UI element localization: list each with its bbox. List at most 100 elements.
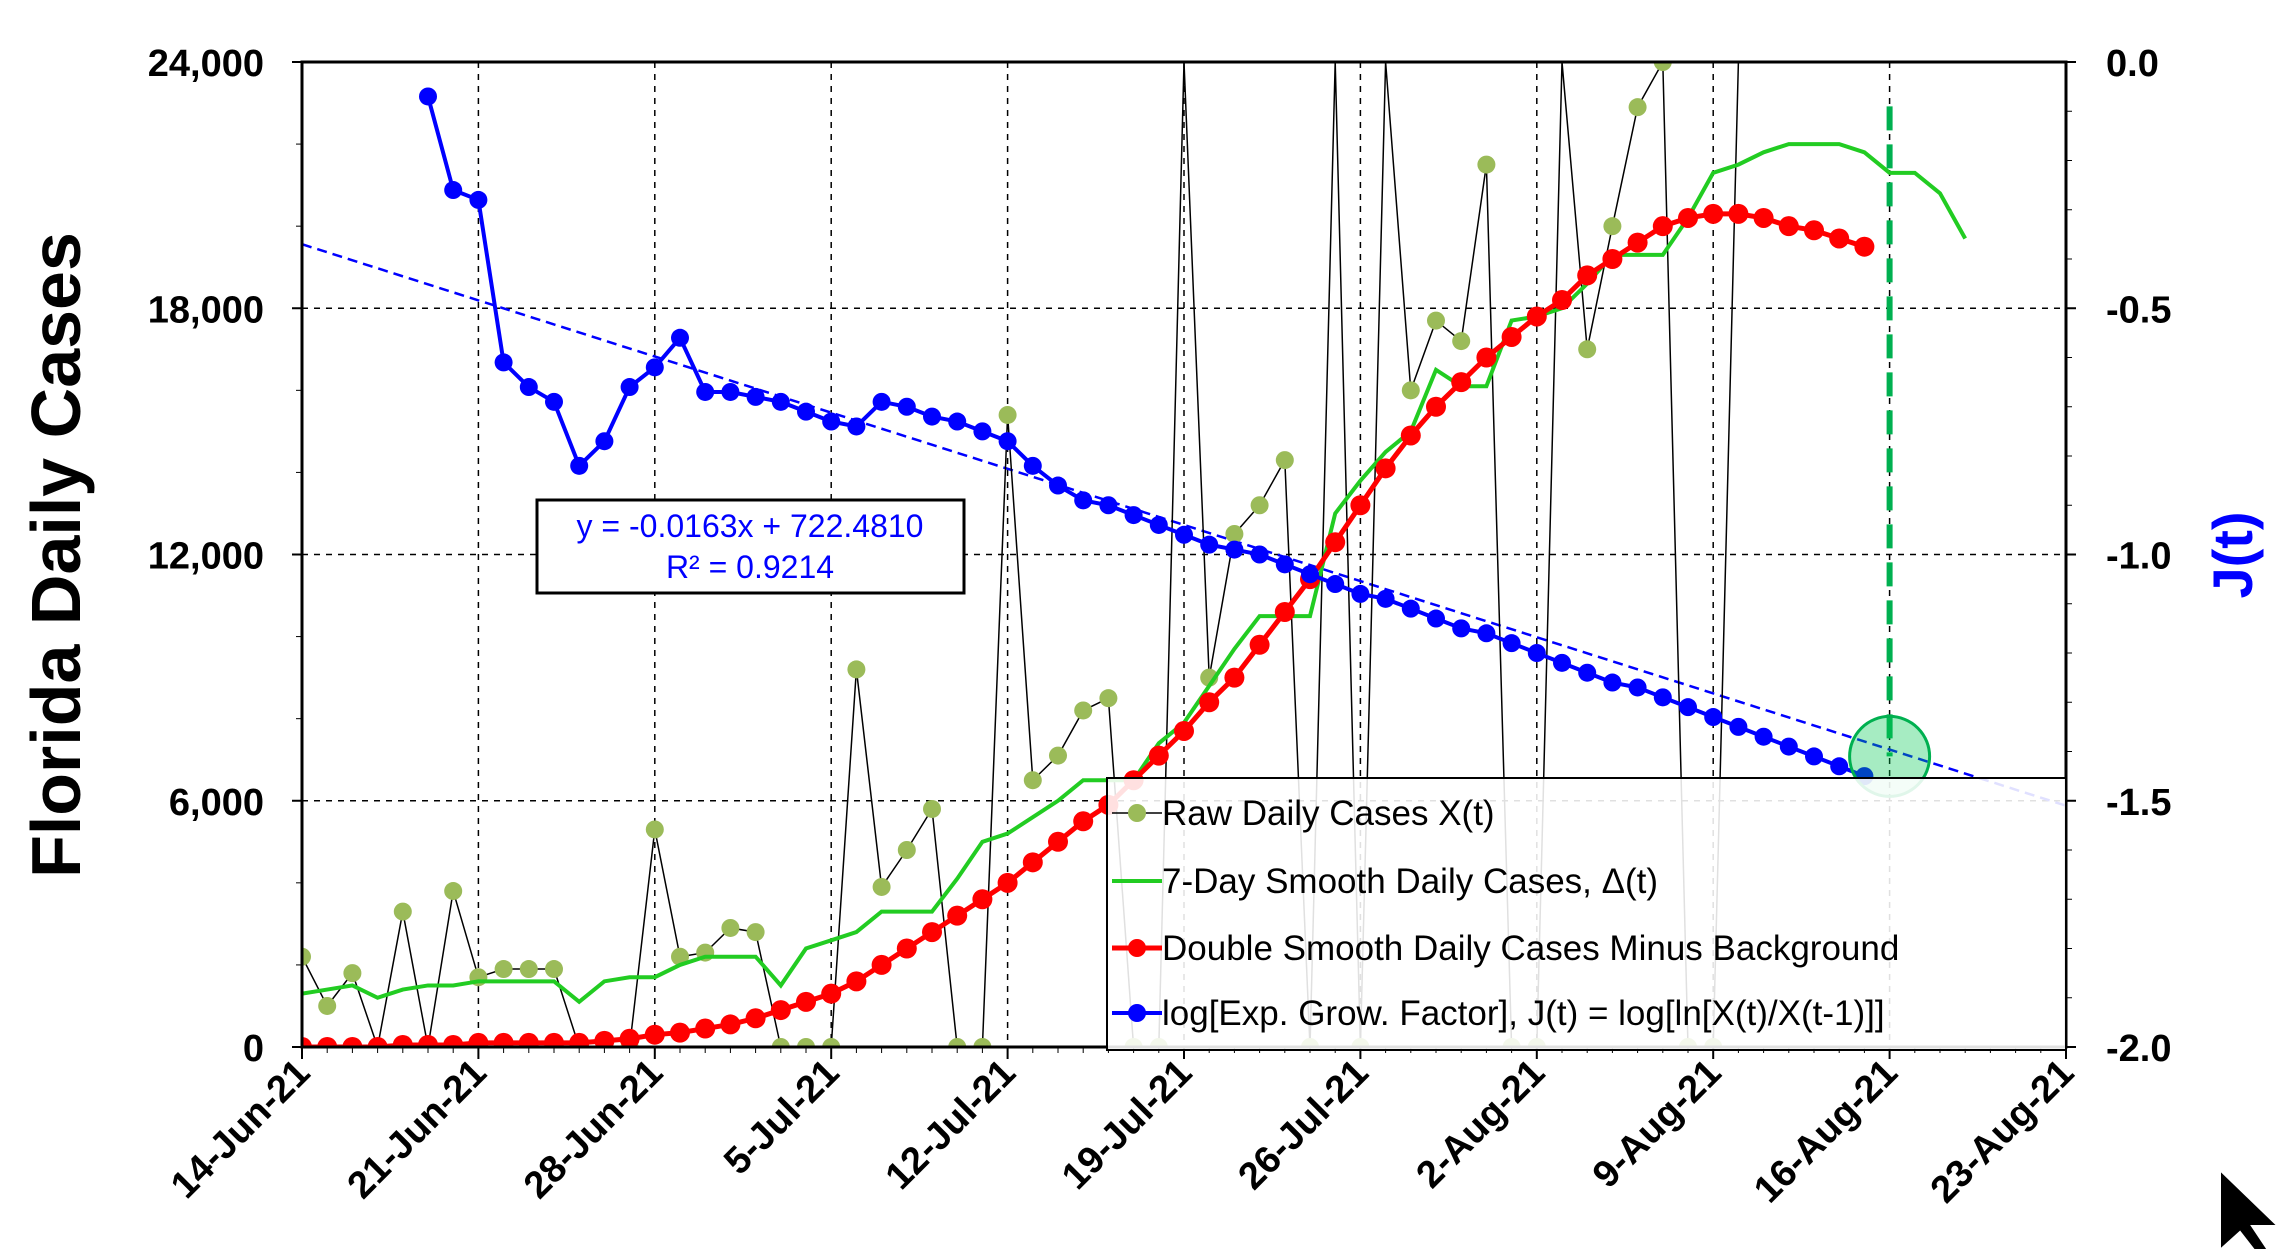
double-smooth-point: [1552, 290, 1572, 311]
j-point: [1351, 584, 1370, 603]
legend-label: 7-Day Smooth Daily Cases, Δ(t): [1162, 862, 1658, 901]
raw-cases-point: [1074, 701, 1093, 720]
raw-cases-point: [1049, 746, 1067, 765]
double-smooth-point: [1249, 634, 1270, 655]
raw-cases-point: [343, 964, 362, 983]
double-smooth-point: [1476, 347, 1497, 368]
legend-box: [1106, 777, 2067, 1051]
raw-cases-point: [1578, 340, 1597, 359]
j-point: [1124, 506, 1143, 525]
y2-axis-label: J(t): [2201, 511, 2264, 598]
raw-cases-point: [645, 820, 664, 839]
double-smooth-point: [468, 1032, 489, 1047]
j-point: [1175, 525, 1193, 544]
j-point: [822, 412, 841, 431]
raw-cases-point: [1628, 98, 1647, 117]
double-smooth-point: [846, 971, 867, 992]
raw-cases-point: [797, 1038, 815, 1047]
double-smooth-point: [1451, 372, 1472, 393]
y2-tick-label: -2.0: [2106, 1028, 2171, 1070]
legend-swatch-marker: [1128, 804, 1146, 822]
j-point: [746, 387, 765, 406]
double-smooth-point: [997, 872, 1018, 893]
double-smooth-point: [1350, 495, 1371, 516]
double-smooth-point: [947, 905, 968, 926]
double-smooth-point: [745, 1008, 766, 1029]
y-axis-label: Florida Daily Cases: [17, 232, 95, 878]
legend-swatch-marker: [1128, 939, 1146, 957]
j-point: [1653, 688, 1672, 707]
mouse-cursor-icon: [2219, 1167, 2281, 1250]
y2-tick-label: -1.5: [2106, 782, 2171, 824]
legend-label: Raw Daily Cases X(t): [1162, 794, 1495, 833]
y-tick-label: 18,000: [148, 289, 264, 331]
j-point: [444, 181, 463, 200]
raw-cases-point: [1452, 332, 1471, 351]
double-smooth-point: [544, 1032, 564, 1047]
y2-tick-label: -1.0: [2106, 536, 2171, 578]
j-point: [1250, 545, 1269, 564]
double-smooth-point: [1627, 232, 1648, 253]
raw-cases-point: [1603, 217, 1622, 236]
raw-cases-point: [318, 996, 337, 1015]
j-point: [872, 392, 891, 411]
double-smooth-point: [342, 1037, 363, 1047]
raw-cases-point: [998, 405, 1017, 424]
double-smooth-point: [418, 1034, 438, 1047]
j-point: [948, 412, 967, 431]
double-smooth-point: [896, 938, 917, 959]
double-smooth-point: [1073, 811, 1094, 832]
raw-cases-point: [519, 960, 538, 979]
j-point: [1452, 619, 1471, 638]
raw-cases-point: [973, 1038, 992, 1047]
j-point: [1225, 540, 1244, 559]
double-smooth-point: [1602, 249, 1623, 269]
j-point: [1704, 708, 1723, 727]
series-layer: [302, 62, 2066, 1047]
raw-cases-point: [771, 1038, 790, 1047]
double-smooth-point: [1854, 236, 1875, 257]
j-point: [1830, 757, 1849, 776]
j-point: [1779, 737, 1798, 756]
raw-cases-point: [1427, 311, 1445, 330]
raw-cases-point: [1477, 155, 1496, 174]
y-tick-label: 0: [243, 1028, 264, 1070]
j-point: [1023, 456, 1042, 475]
j-point: [1049, 476, 1067, 495]
x-tick-label: 12-Jul-21: [878, 1052, 1024, 1198]
trendline-label-box: y = -0.0163x + 722.4810 R² = 0.9214: [535, 498, 966, 595]
double-smooth-point: [1501, 326, 1522, 347]
double-smooth-point: [1526, 306, 1547, 327]
j-point: [797, 402, 815, 421]
raw-cases-line: [302, 62, 1740, 1047]
double-smooth-point: [1375, 458, 1396, 479]
j-point: [1401, 599, 1420, 618]
double-smooth-point: [594, 1030, 615, 1047]
trendline: [302, 243, 2066, 807]
y2-tick-label: -0.5: [2106, 289, 2171, 331]
raw-cases-point: [746, 923, 765, 942]
double-smooth-point: [1274, 601, 1295, 622]
j-point: [1628, 678, 1647, 697]
raw-cases-point: [671, 947, 689, 966]
x-tick-label: 9-Aug-21: [1585, 1052, 1730, 1197]
j-point: [570, 456, 589, 475]
double-smooth-point: [443, 1034, 464, 1047]
raw-cases-point: [872, 877, 891, 896]
double-smooth-point: [518, 1032, 539, 1047]
y2-tick-label: 0.0: [2106, 43, 2159, 85]
raw-cases-point: [444, 882, 463, 901]
double-smooth-point: [644, 1024, 665, 1045]
j-point: [1477, 624, 1496, 643]
double-smooth-point: [1678, 207, 1698, 228]
double-smooth-point: [1148, 745, 1169, 766]
x-tick-label: 28-Jun-21: [516, 1052, 671, 1207]
raw-cases-point: [494, 960, 513, 979]
j-point: [923, 407, 941, 426]
raw-cases-point: [923, 799, 941, 818]
double-smooth-point: [392, 1034, 413, 1047]
j-point: [1149, 515, 1168, 534]
legend-layer: Raw Daily Cases X(t) 7-Day Smooth Daily C…: [1106, 777, 2067, 1051]
raw-cases-point: [1099, 689, 1118, 708]
double-smooth-point: [972, 889, 993, 910]
